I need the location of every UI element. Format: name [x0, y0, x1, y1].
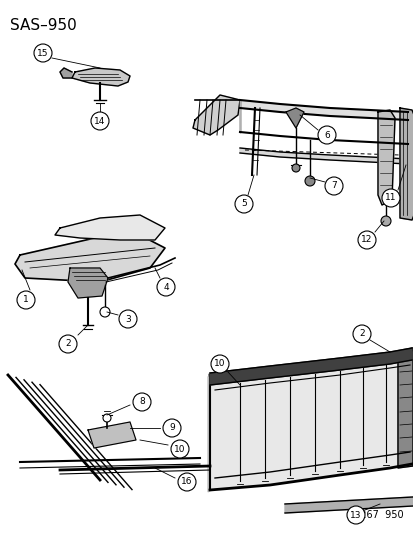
Text: 4: 4 — [163, 282, 169, 292]
Text: 8: 8 — [139, 398, 145, 407]
Circle shape — [133, 393, 151, 411]
Polygon shape — [285, 108, 303, 128]
Text: 14: 14 — [94, 117, 105, 125]
Polygon shape — [192, 95, 240, 135]
Text: 3: 3 — [125, 314, 131, 324]
Text: 11: 11 — [385, 193, 396, 203]
Text: SAS–950: SAS–950 — [10, 18, 76, 33]
Circle shape — [317, 126, 335, 144]
Polygon shape — [68, 268, 108, 298]
Circle shape — [346, 506, 364, 524]
Polygon shape — [88, 422, 136, 448]
Text: 10: 10 — [214, 359, 225, 368]
Text: 94267  950: 94267 950 — [347, 510, 403, 520]
Text: 16: 16 — [181, 478, 192, 487]
Text: 13: 13 — [349, 511, 361, 520]
Circle shape — [171, 440, 189, 458]
Circle shape — [91, 112, 109, 130]
Polygon shape — [209, 348, 411, 385]
Circle shape — [324, 177, 342, 195]
Text: 5: 5 — [240, 199, 246, 208]
Circle shape — [381, 189, 399, 207]
Circle shape — [163, 419, 180, 437]
Polygon shape — [209, 350, 411, 490]
Text: 10: 10 — [174, 445, 185, 454]
Circle shape — [304, 176, 314, 186]
Circle shape — [119, 310, 137, 328]
Circle shape — [211, 355, 228, 373]
Text: 12: 12 — [361, 236, 372, 245]
Text: 15: 15 — [37, 49, 49, 58]
Circle shape — [17, 291, 35, 309]
Polygon shape — [377, 110, 394, 205]
Circle shape — [291, 164, 299, 172]
Polygon shape — [240, 148, 407, 164]
Circle shape — [103, 414, 111, 422]
Circle shape — [235, 195, 252, 213]
Polygon shape — [60, 68, 72, 78]
Circle shape — [100, 307, 110, 317]
Polygon shape — [240, 100, 407, 120]
Text: 7: 7 — [330, 182, 336, 190]
Polygon shape — [284, 497, 412, 513]
Circle shape — [352, 325, 370, 343]
Circle shape — [34, 44, 52, 62]
Polygon shape — [397, 348, 412, 468]
Text: 2: 2 — [358, 329, 364, 338]
Circle shape — [380, 216, 390, 226]
Text: 6: 6 — [323, 131, 329, 140]
Polygon shape — [207, 375, 209, 492]
Text: 1: 1 — [23, 295, 29, 304]
Polygon shape — [72, 68, 130, 86]
Text: 2: 2 — [65, 340, 71, 349]
Circle shape — [59, 335, 77, 353]
Circle shape — [178, 473, 195, 491]
Polygon shape — [55, 215, 165, 240]
Circle shape — [357, 231, 375, 249]
Polygon shape — [15, 230, 165, 282]
Circle shape — [157, 278, 175, 296]
Text: 9: 9 — [169, 424, 174, 432]
Polygon shape — [399, 108, 413, 220]
